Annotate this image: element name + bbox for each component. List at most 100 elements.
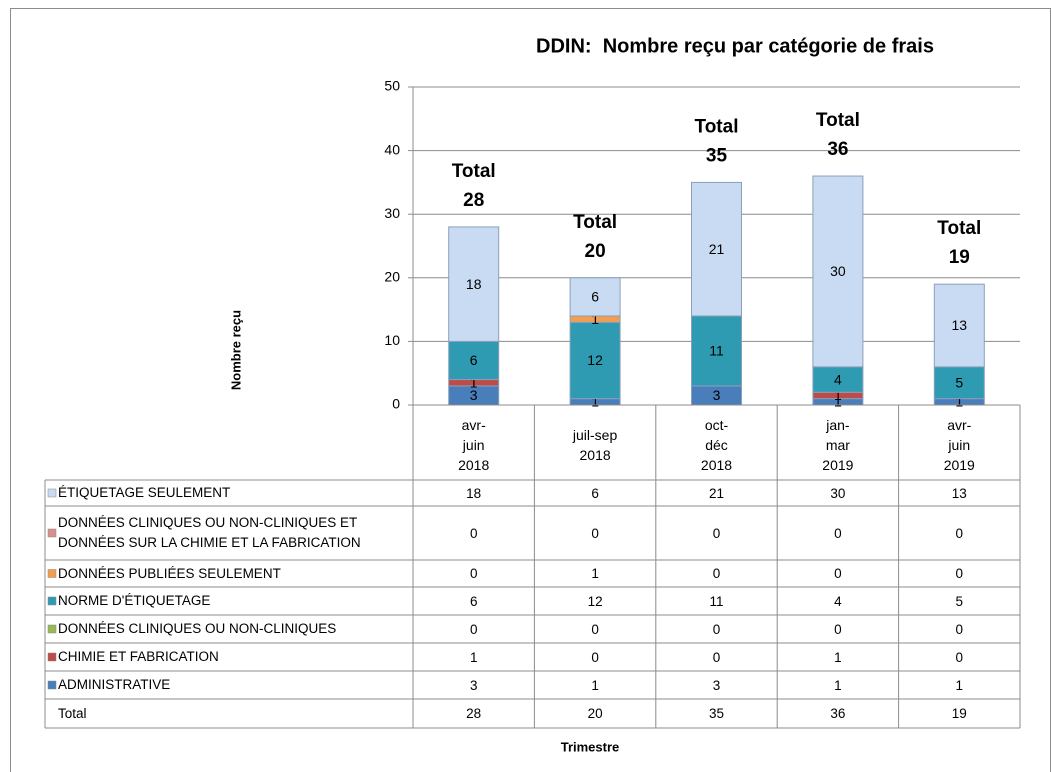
x-tick-label: avr-juin 2019 <box>943 416 975 473</box>
table-value: 3 <box>712 677 721 693</box>
table-value: 6 <box>469 593 478 609</box>
data-label: 4 <box>834 371 842 387</box>
y-tick-label: 20 <box>384 269 400 285</box>
data-label: 6 <box>470 352 478 368</box>
row-label: DONNÉES CLINIQUES OU NON-CLINIQUES <box>58 621 337 636</box>
x-axis-title: Trimestre <box>561 739 620 754</box>
table-value: 1 <box>955 677 964 693</box>
row-label: DONNÉES PUBLIÉES SEULEMENT <box>58 565 281 581</box>
total-label: Total <box>816 110 860 131</box>
total-value: 28 <box>463 190 484 211</box>
table-value: 0 <box>834 566 842 581</box>
table-value: 1 <box>834 649 842 665</box>
row-label: ADMINISTRATIVE <box>58 677 171 692</box>
row-label: DONNÉES CLINIQUES OU NON-CLINIQUES ET DO… <box>58 515 361 550</box>
table-value: 1 <box>591 566 599 581</box>
y-tick-label: 40 <box>384 141 400 157</box>
x-tick-label: oct-déc 2018 <box>700 416 733 473</box>
table-value: 0 <box>712 566 721 581</box>
y-axis-title: Nombre reçu <box>228 310 243 390</box>
table-value: 6 <box>591 485 599 501</box>
table-total: 20 <box>587 706 603 721</box>
row-label: Total <box>58 706 87 721</box>
table-value: 0 <box>469 566 478 581</box>
table-value: 0 <box>955 649 964 665</box>
table-value: 12 <box>587 593 603 609</box>
table-value: 4 <box>834 593 842 609</box>
bar-segment <box>448 340 500 381</box>
row-label: CHIMIE ET FABRICATION <box>58 649 219 664</box>
data-label: 1 <box>591 311 599 327</box>
table-value: 0 <box>955 525 964 541</box>
data-label: 13 <box>952 317 968 333</box>
data-label: 12 <box>587 352 603 368</box>
table-value: 11 <box>709 593 724 609</box>
bar-segment <box>448 226 500 342</box>
x-tick-label: jan-mar 2019 <box>822 416 854 473</box>
row-label: NORME D'ÉTIQUETAGE <box>58 593 211 608</box>
y-tick-label: 50 <box>384 78 400 94</box>
legend-key <box>47 624 57 634</box>
total-label: Total <box>937 218 981 239</box>
data-label: 18 <box>466 276 482 292</box>
bar-segment <box>812 175 864 368</box>
data-label: 1 <box>470 374 478 390</box>
bar-segment <box>691 181 742 317</box>
data-label: 1 <box>591 394 599 410</box>
legend-key <box>47 488 57 498</box>
bar-segment <box>569 277 621 317</box>
table-value: 0 <box>955 566 964 581</box>
table-value: 0 <box>712 525 721 541</box>
bar-segment <box>569 321 621 400</box>
table-value: 3 <box>469 677 478 693</box>
data-label: 1 <box>955 394 963 410</box>
table-value: 0 <box>469 525 478 541</box>
table-value: 0 <box>469 621 478 637</box>
table-value: 13 <box>951 485 967 501</box>
table-value: 0 <box>712 621 721 637</box>
table-value: 0 <box>591 621 599 637</box>
table-value: 1 <box>834 677 842 693</box>
table-value: 5 <box>955 593 964 609</box>
y-tick-label: 10 <box>384 332 400 348</box>
chart-title: DDIN: Nombre reçu par catégorie de frais <box>536 35 934 57</box>
table-value: 18 <box>466 485 482 501</box>
bar-segment <box>691 315 742 387</box>
table-total: 19 <box>951 706 967 721</box>
legend-key <box>47 680 57 690</box>
total-value: 36 <box>827 139 848 160</box>
y-tick-label: 0 <box>392 396 400 412</box>
x-tick-label: avr-juin 2018 <box>458 416 490 473</box>
data-label: 5 <box>955 374 963 390</box>
table-value: 0 <box>955 621 964 637</box>
legend-key <box>47 596 57 606</box>
table-value: 1 <box>591 677 599 693</box>
table-total: 28 <box>466 706 482 721</box>
x-tick-label: juil-sep 2018 <box>572 426 618 463</box>
total-label: Total <box>452 161 496 182</box>
legend-key <box>47 528 57 538</box>
table-value: 30 <box>830 485 846 501</box>
bar-segment <box>933 283 985 368</box>
data-label: 1 <box>834 394 842 410</box>
legend-key <box>47 652 57 662</box>
row-label: ÉTIQUETAGE SEULEMENT <box>58 485 231 500</box>
data-label: 21 <box>709 241 725 257</box>
data-label: 30 <box>830 263 846 279</box>
data-label: 3 <box>470 387 478 403</box>
legend-key <box>47 569 57 578</box>
total-value: 20 <box>585 241 606 262</box>
data-label: 1 <box>834 387 842 403</box>
table-total: 36 <box>830 706 846 721</box>
table-value: 21 <box>708 485 724 501</box>
y-tick-label: 30 <box>384 205 400 221</box>
total-label: Total <box>695 116 739 137</box>
table-value: 0 <box>591 649 599 665</box>
data-label: 3 <box>713 387 721 403</box>
table-value: 0 <box>591 525 599 541</box>
table-value: 0 <box>834 621 842 637</box>
total-value: 19 <box>949 247 970 268</box>
table-value: 1 <box>469 649 478 665</box>
